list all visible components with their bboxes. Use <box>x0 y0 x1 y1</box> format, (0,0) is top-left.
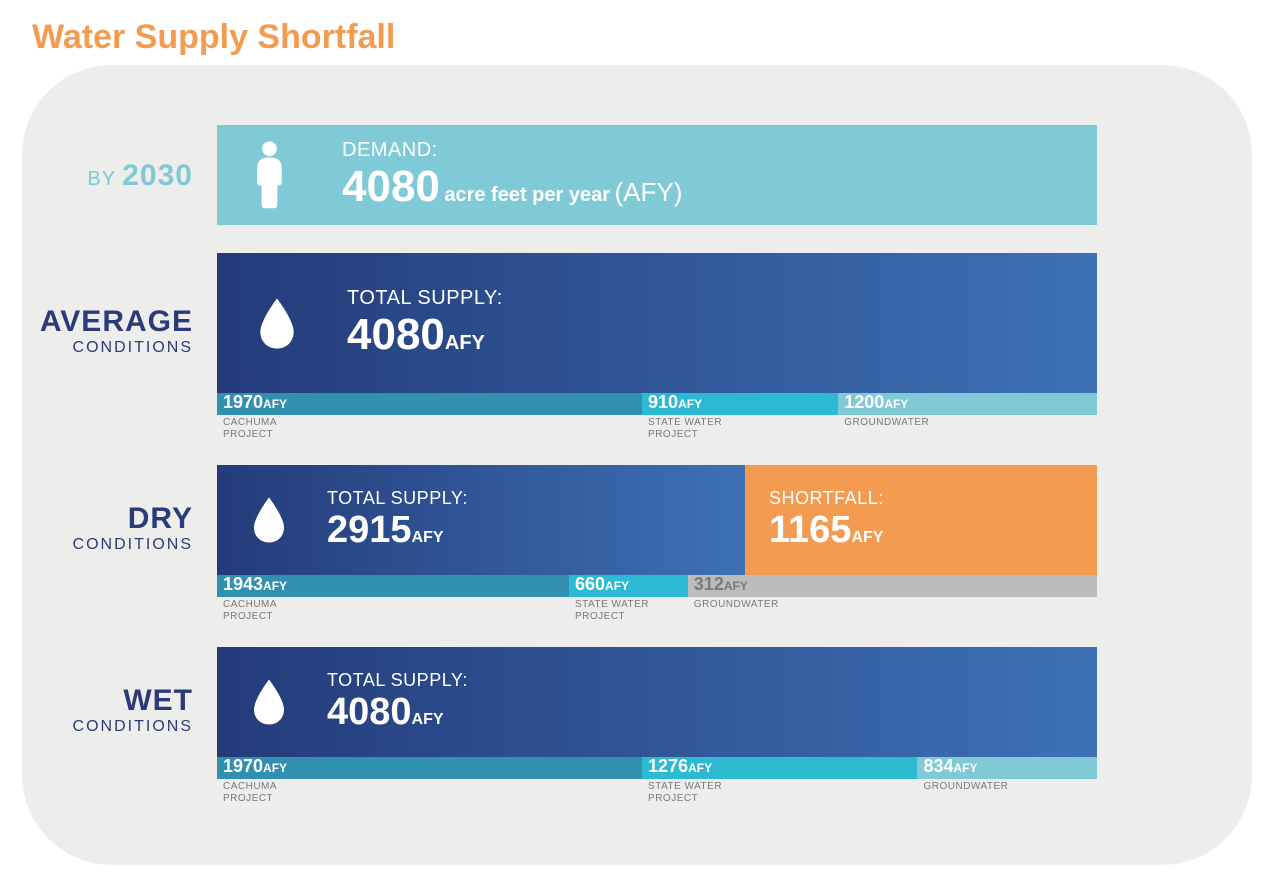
shortfall-block-dry: SHORTFALL:1165AFY <box>745 465 1097 575</box>
water-drop-icon <box>251 495 287 545</box>
demand-unit-abbr: (AFY) <box>614 177 682 207</box>
water-drop-icon <box>257 296 297 351</box>
segment-sublabel-wet-1: STATE WATERPROJECT <box>648 781 722 804</box>
demand-unit-long: acre feet per year <box>444 184 610 206</box>
segment-value-average-0: 1970AFY <box>223 392 287 413</box>
segment-value-dry-0: 1943AFY <box>223 574 287 595</box>
supply-text-dry: TOTAL SUPPLY:2915AFY <box>327 488 468 552</box>
segment-sublabel-wet-0: CACHUMAPROJECT <box>223 781 277 804</box>
main-panel: BY 2030 DEMAND: 4080 acre feet per year … <box>22 65 1252 865</box>
segment-value-wet-2: 834AFY <box>923 756 977 777</box>
water-drop-icon <box>251 677 287 727</box>
segment-value-dry-1: 660AFY <box>575 574 629 595</box>
condition-label-dry: DRYCONDITIONS <box>22 465 217 554</box>
row-wet: WETCONDITIONS TOTAL SUPPLY:4080AFY 1970AFY… <box>22 647 1252 779</box>
bars-average: TOTAL SUPPLY:4080AFY 1970AFYCACHUMAPROJEC… <box>217 253 1097 415</box>
condition-label-wet: WETCONDITIONS <box>22 647 217 736</box>
segment-bar-average: 1970AFYCACHUMAPROJECT910AFYSTATE WATERPR… <box>217 393 1097 415</box>
segment-sublabel-average-2: GROUNDWATER <box>844 417 929 429</box>
bars-wet: TOTAL SUPPLY:4080AFY 1970AFYCACHUMAPROJEC… <box>217 647 1097 779</box>
demand-text: DEMAND: 4080 acre feet per year (AFY) <box>342 139 682 212</box>
row-average: AVERAGECONDITIONS TOTAL SUPPLY:4080AFY 197… <box>22 253 1252 415</box>
person-icon <box>247 140 292 210</box>
segment-value-average-2: 1200AFY <box>844 392 908 413</box>
supply-bar-wet: TOTAL SUPPLY:4080AFY <box>217 647 1097 757</box>
row-dry: DRYCONDITIONS TOTAL SUPPLY:2915AFY SHORTFA… <box>22 465 1252 597</box>
by-label: BY 2030 <box>87 168 193 190</box>
segment-value-wet-0: 1970AFY <box>223 756 287 777</box>
supply-text-average: TOTAL SUPPLY:4080AFY <box>347 287 503 360</box>
supply-text-wet: TOTAL SUPPLY:4080AFY <box>327 670 468 734</box>
by-year: 2030 <box>122 159 193 192</box>
segment-value-dry-2: 312AFY <box>694 574 748 595</box>
condition-label-average: AVERAGECONDITIONS <box>22 253 217 357</box>
bars-dry: TOTAL SUPPLY:2915AFYSHORTFALL:1165AFY194… <box>217 465 1097 597</box>
segment-value-wet-1: 1276AFY <box>648 756 712 777</box>
supply-part-average: TOTAL SUPPLY:4080AFY <box>217 253 1097 393</box>
segment-value-average-1: 910AFY <box>648 392 702 413</box>
supply-bar-average: TOTAL SUPPLY:4080AFY <box>217 253 1097 393</box>
segment-sublabel-wet-2: GROUNDWATER <box>923 781 1008 793</box>
page-title: Water Supply Shortfall <box>32 18 1258 57</box>
segment-sublabel-dry-0: CACHUMAPROJECT <box>223 599 277 622</box>
segment-sublabel-average-0: CACHUMAPROJECT <box>223 417 277 440</box>
segment-sublabel-average-1: STATE WATERPROJECT <box>648 417 722 440</box>
supply-bar-dry: TOTAL SUPPLY:2915AFY SHORTFALL:1165AFY <box>217 465 1097 575</box>
supply-part-dry: TOTAL SUPPLY:2915AFY <box>217 465 745 575</box>
segment-bar-wet: 1970AFYCACHUMAPROJECT1276AFYSTATE WATERP… <box>217 757 1097 779</box>
segment-sublabel-dry-2: GROUNDWATER <box>694 599 779 611</box>
supply-part-wet: TOTAL SUPPLY:4080AFY <box>217 647 1097 757</box>
demand-label: DEMAND: <box>342 139 682 162</box>
segment-sublabel-dry-1: STATE WATERPROJECT <box>575 599 649 622</box>
segment-bar-dry: 1943AFYCACHUMAPROJECT660AFYSTATE WATERPR… <box>217 575 1097 597</box>
demand-bar: DEMAND: 4080 acre feet per year (AFY) <box>217 125 1097 225</box>
demand-value: 4080 <box>342 162 440 212</box>
by-prefix: BY <box>87 168 115 190</box>
row-demand: BY 2030 DEMAND: 4080 acre feet per year … <box>22 125 1252 225</box>
